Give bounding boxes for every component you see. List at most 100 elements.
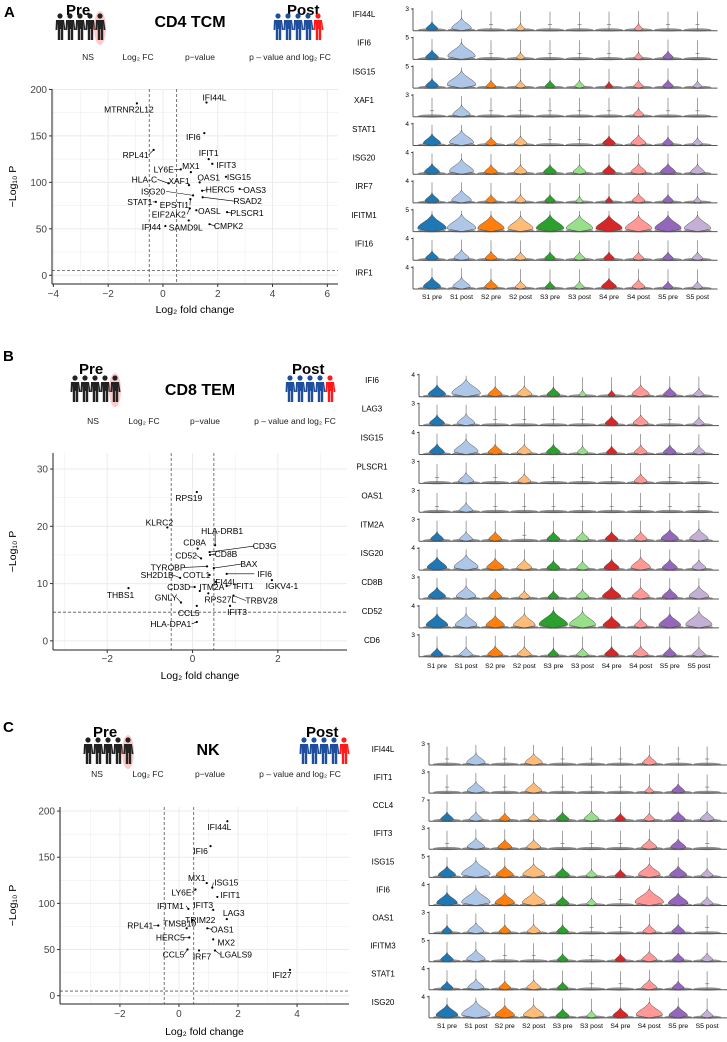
data-point: [186, 948, 189, 951]
post-label-b: Post: [292, 361, 325, 378]
violin-s4-post: [642, 923, 656, 934]
gene-label: LAG3: [223, 908, 245, 918]
violin-y-max-label: 3: [411, 487, 415, 494]
violin-s2-pre: [488, 530, 502, 542]
violin-s2-post: [524, 752, 543, 766]
data-point: [195, 490, 198, 494]
violin-row-isg20: [427, 995, 727, 1019]
violin-s3-pre: [546, 443, 561, 455]
legend-log2fc-b: Log₂ FC: [128, 416, 160, 426]
person-head: [295, 13, 301, 19]
violin-s1-pre: [428, 383, 446, 397]
label-connector: [214, 950, 221, 955]
violin-s1-post: [449, 158, 474, 175]
violin-s4-post: [643, 812, 655, 822]
person-body: [103, 744, 114, 764]
violin-s2-post: [526, 979, 541, 991]
gene-label: XAF1: [168, 176, 190, 186]
violin-s2-pre: [485, 136, 497, 146]
data-point: [205, 101, 208, 104]
violin-s2-post: [515, 79, 526, 89]
violin-row-ifitm1: [411, 208, 718, 233]
gene-row-label: STAT1: [352, 125, 376, 134]
violin-row-stat1: [411, 122, 718, 147]
violin-y-max-label: 3: [421, 741, 425, 748]
violin-s2-post: [516, 22, 525, 31]
person-body: [305, 382, 316, 402]
violin-y-max-label: 4: [411, 372, 415, 379]
violin-s4-post: [634, 22, 643, 31]
violin-row-lag3: [417, 402, 719, 427]
violin-s4-post: [634, 530, 648, 542]
violin-s2-pre: [485, 614, 505, 629]
pre-person-icon: [85, 13, 96, 40]
violin-row-irf1: [411, 266, 718, 290]
sample-label: S3 post: [571, 663, 594, 670]
violin-s2-pre: [497, 838, 512, 850]
pre-label-b: Pre: [79, 361, 104, 378]
person-head: [301, 737, 307, 743]
person-body: [100, 382, 111, 402]
sample-label: S1 pre: [422, 294, 442, 301]
person-head: [112, 375, 118, 381]
violin-y-max-label: 5: [405, 35, 409, 42]
data-point: [208, 573, 211, 577]
gene-label: ISG15: [227, 172, 251, 182]
violin-s2-pre: [486, 79, 496, 89]
violin-s5-post: [692, 646, 706, 658]
violin-s1-pre: [440, 980, 454, 991]
violin-s1-pre: [436, 891, 458, 906]
violin-row-ifit3: [427, 827, 727, 851]
person-body: [299, 744, 310, 764]
violin-s2-post: [522, 890, 546, 906]
data-point: [214, 580, 218, 583]
violin-y-max-label: 4: [411, 603, 415, 610]
person-head: [92, 375, 98, 381]
violin-s4-pre: [602, 163, 616, 175]
violin-s5-post: [693, 416, 705, 426]
violin-row-oas1: [417, 489, 719, 514]
legend-log2fc-c: Log₂ FC: [132, 769, 164, 779]
gene-label: HLA-C: [132, 174, 158, 184]
data-point: [195, 620, 198, 624]
violin-s3-post: [574, 79, 585, 89]
data-point: [211, 886, 214, 889]
label-connector: [148, 149, 154, 156]
sample-label: S5 post: [687, 663, 710, 670]
data-point: [212, 938, 215, 941]
data-point: [270, 579, 273, 582]
gene-label: TYROBP: [151, 562, 186, 572]
data-point: [187, 219, 190, 222]
sample-label: S3 pre: [543, 663, 563, 670]
violin-s2-pre: [488, 385, 503, 397]
person-head: [331, 737, 337, 743]
pre-label-c: Pre: [93, 724, 118, 741]
violin-s5-pre: [654, 214, 682, 232]
violin-s1-post: [461, 887, 491, 906]
violin-s4-post: [631, 278, 646, 290]
violin-s2-pre: [488, 588, 502, 600]
violin-s3-pre: [544, 193, 556, 204]
violin-s1-pre: [429, 413, 445, 426]
person-head: [125, 737, 131, 743]
legend-log2fc-a: Log₂ FC: [122, 52, 154, 62]
person-head: [305, 13, 311, 19]
sample-label: S2 post: [513, 663, 536, 670]
violin-s1-post: [467, 978, 485, 991]
data-point: [127, 587, 130, 590]
gene-label: ISG20: [141, 186, 165, 196]
gene-row-label: IFIT3: [374, 829, 393, 838]
violin-s3-pre: [556, 924, 569, 934]
violin-y-max-label: 7: [421, 797, 425, 804]
post-person-icon: [313, 13, 324, 40]
post-person-icon: [305, 375, 316, 402]
data-point: [201, 196, 204, 199]
violin-s1-pre: [423, 132, 441, 146]
violin-s3-post: [586, 896, 597, 906]
gene-label: HLA-DRB1: [201, 526, 243, 536]
violin-s4-post: [642, 754, 657, 766]
person-head: [72, 375, 78, 381]
gene-label: IFIT1: [220, 890, 240, 900]
post-person-icon: [299, 737, 310, 764]
pre-person-icon: [70, 375, 81, 402]
